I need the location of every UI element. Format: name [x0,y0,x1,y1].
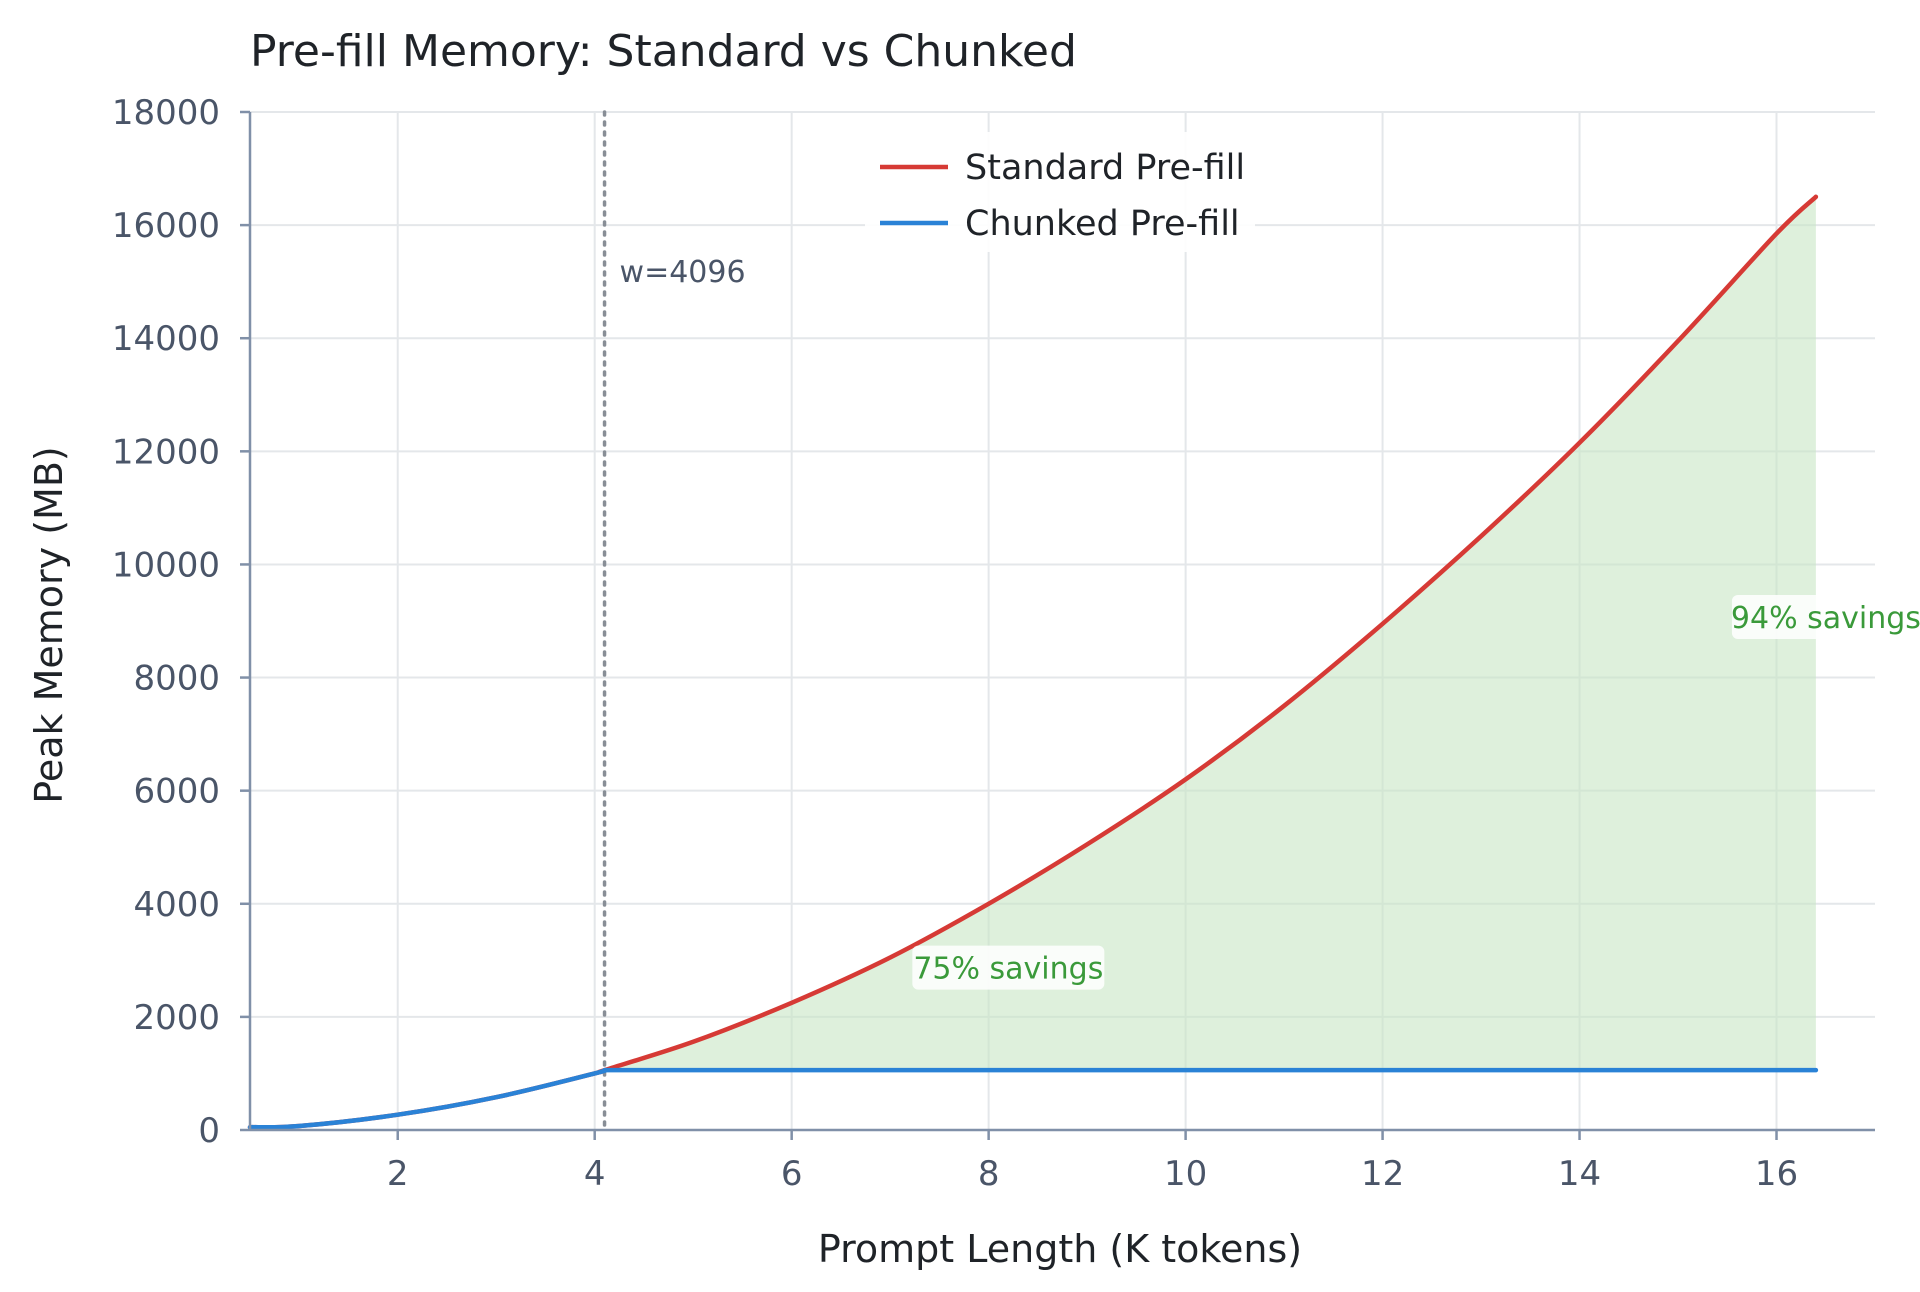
x-tick-label: 2 [387,1154,409,1194]
window-size-label: w=4096 [620,255,746,290]
x-tick-label: 14 [1558,1154,1601,1194]
legend-label: Standard Pre-fill [965,148,1245,188]
series-line-chunked-prefill [247,1067,1819,1130]
x-tick-label: 8 [978,1154,1000,1194]
y-tick-label: 10000 [112,545,220,585]
savings-annotation: 94% savings [1731,601,1920,636]
tick-labels: 2 4 6 8 10 12 14 16 0 2000 4000 6000 8000 10000 12000 1… [112,93,1798,1194]
y-tick-label: 0 [198,1111,220,1151]
y-tick-label: 16000 [112,206,220,246]
x-tick-label: 16 [1755,1154,1798,1194]
annotations: 75% savings 94% savings [912,595,1920,990]
y-tick-label: 18000 [112,93,220,133]
savings-label-background [912,945,1105,990]
savings-area-layer [604,196,1816,1071]
y-tick-label: 4000 [133,885,220,925]
y-tick-label: 12000 [112,432,220,472]
chart-title: Pre-fill Memory: Standard vs Chunked [250,26,1077,77]
window-marker-layer: w=4096 [602,110,746,1132]
savings-label-background [1731,595,1920,639]
y-tick-label: 8000 [133,659,220,699]
series-layer [247,194,1819,1130]
y-axis-label: Peak Memory (MB) [27,446,71,803]
legend-box [865,132,1255,252]
x-tick-label: 10 [1164,1154,1207,1194]
y-tick-label: 6000 [133,772,220,812]
legend: Standard Pre-fill Chunked Pre-fill [865,132,1255,252]
y-tick-label: 14000 [112,319,220,359]
x-tick-label: 12 [1361,1154,1404,1194]
x-tick-label: 4 [584,1154,606,1194]
x-axis-label: Prompt Length (K tokens) [818,1227,1302,1271]
y-tick-label: 2000 [133,998,220,1038]
axes [248,112,1875,1132]
legend-label: Chunked Pre-fill [965,204,1240,244]
x-tick-label: 6 [781,1154,803,1194]
savings-area [604,196,1816,1071]
savings-annotation: 75% savings [913,952,1103,987]
